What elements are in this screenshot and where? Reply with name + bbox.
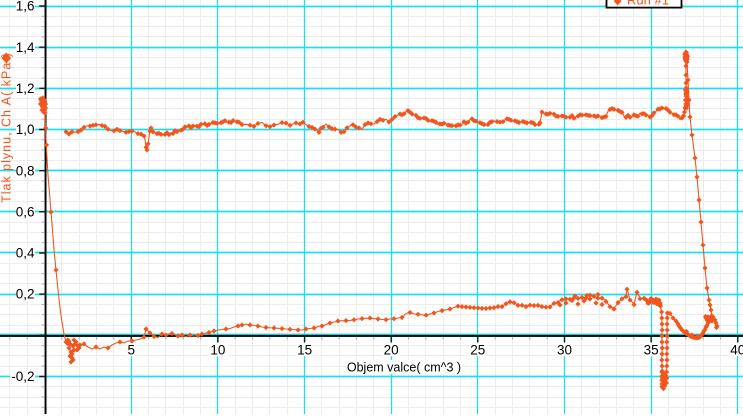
svg-text:Tlak plynu, Ch A( kPa ): Tlak plynu, Ch A( kPa )	[0, 52, 13, 203]
svg-text:0,4: 0,4	[16, 246, 35, 261]
svg-text:0,8: 0,8	[16, 163, 35, 178]
svg-text:40: 40	[730, 343, 743, 358]
svg-text:20: 20	[384, 343, 399, 358]
svg-text:5: 5	[127, 343, 135, 358]
svg-text:-0,2: -0,2	[11, 369, 34, 384]
svg-text:0,6: 0,6	[16, 204, 35, 219]
svg-text:1,2: 1,2	[16, 81, 35, 96]
svg-text:0,2: 0,2	[16, 287, 35, 302]
svg-text:1,0: 1,0	[16, 122, 35, 137]
svg-text:1,6: 1,6	[16, 0, 35, 14]
svg-text:10: 10	[210, 343, 225, 358]
svg-text:30: 30	[557, 343, 572, 358]
svg-text:15: 15	[297, 343, 312, 358]
svg-text:25: 25	[470, 343, 485, 358]
svg-text:Run #1: Run #1	[627, 0, 669, 7]
svg-text:35: 35	[644, 343, 659, 358]
svg-text:1,4: 1,4	[16, 40, 35, 55]
svg-text:Objem valce( cm^3 ): Objem valce( cm^3 )	[347, 360, 461, 374]
